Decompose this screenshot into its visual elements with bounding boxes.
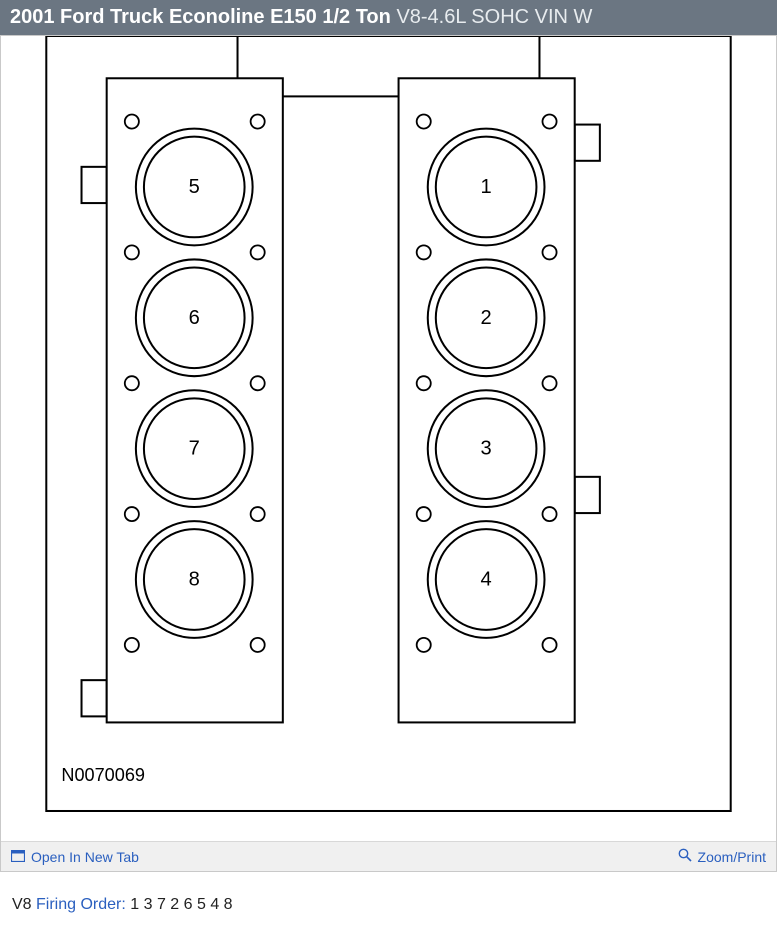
cylinder-label-6: 6 — [189, 307, 200, 329]
open-new-tab-label: Open In New Tab — [31, 849, 139, 865]
mount-tab — [82, 167, 107, 203]
cylinder-label-8: 8 — [189, 569, 200, 591]
page-header: 2001 Ford Truck Econoline E150 1/2 Ton V… — [0, 0, 777, 35]
cylinder-label-2: 2 — [481, 307, 492, 329]
vehicle-title-light: V8-4.6L SOHC VIN W — [396, 6, 592, 28]
part-number: N0070069 — [61, 765, 145, 785]
cylinder-label-1: 1 — [481, 176, 492, 198]
mount-tab — [82, 680, 107, 716]
firing-order-text: V8 Firing Order: 1 3 7 2 6 5 4 8 — [0, 872, 777, 926]
cylinder-label-7: 7 — [189, 438, 200, 460]
mount-tab — [575, 125, 600, 161]
diagram-container: 5 6 7 8 1 2 3 4 N0070069 Open In New Tab Zoom/Pr… — [0, 35, 777, 872]
cylinder-label-5: 5 — [189, 176, 200, 198]
zoom-print-link[interactable]: Zoom/Print — [678, 848, 766, 865]
open-new-tab-link[interactable]: Open In New Tab — [11, 849, 139, 865]
cylinder-label-3: 3 — [481, 438, 492, 460]
cylinder-label-4: 4 — [481, 569, 492, 591]
firing-order-sequence: 1 3 7 2 6 5 4 8 — [126, 896, 233, 913]
firing-order-prefix: V8 — [12, 896, 36, 913]
magnifier-icon — [678, 848, 692, 865]
new-window-icon — [11, 849, 25, 865]
firing-order-link[interactable]: Firing Order: — [36, 896, 126, 913]
cylinder-diagram: 5 6 7 8 1 2 3 4 N0070069 — [1, 36, 776, 841]
zoom-print-label: Zoom/Print — [698, 849, 766, 865]
diagram-toolbar: Open In New Tab Zoom/Print — [1, 841, 776, 871]
mount-tab — [575, 477, 600, 513]
vehicle-title-bold: 2001 Ford Truck Econoline E150 1/2 Ton — [10, 6, 391, 28]
